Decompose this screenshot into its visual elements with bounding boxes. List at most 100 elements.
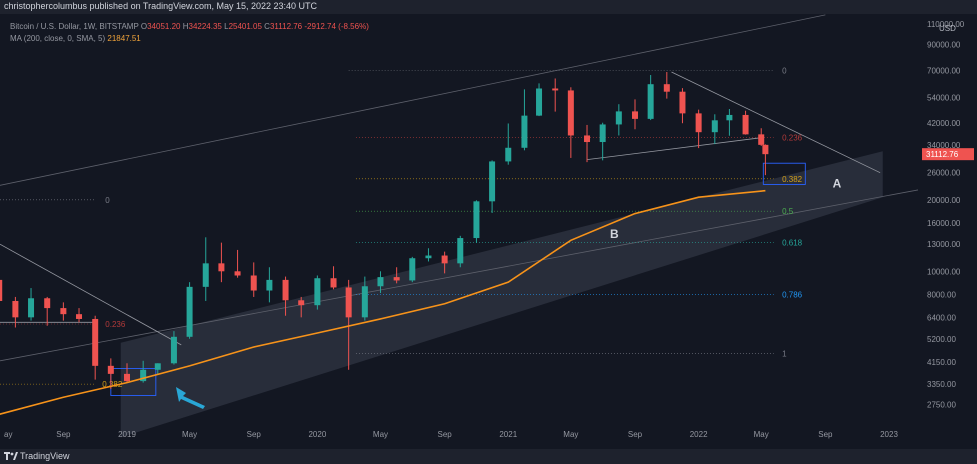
support-2021-trendline [586,137,762,161]
y-tick-label: 4150.00 [927,358,956,367]
x-tick-label: ay [4,430,12,439]
candle-body [521,115,528,148]
x-tick-label: Sep [56,430,71,439]
ma-value: 21847.51 [107,34,141,43]
upper-trendline [0,14,826,186]
candle-body [170,336,177,364]
high-value: 34224.35 [188,22,222,31]
candle-body [679,91,686,114]
candle-body [12,300,19,318]
x-tick-label: 2023 [880,430,898,439]
y-tick-label: 70000.00 [927,67,961,76]
lower-trendline [0,189,919,362]
candle-body [250,275,257,291]
footer-bar: TradingView [0,449,977,464]
x-tick-label: 2021 [499,430,517,439]
candle-body [298,300,305,306]
candle-body [186,286,193,337]
candle-body [124,373,130,382]
x-tick-label: May [373,430,388,439]
last-price-label: 31112.76 [926,150,959,159]
currency-label: USD [939,24,956,33]
candle-body [409,258,416,281]
candle-body [393,277,400,281]
fib-left-label: 0.236 [105,320,126,329]
annotation-a: A [833,177,842,191]
symbol-legend: Bitcoin / U.S. Dollar, 1W, BITSTAMP O340… [10,22,369,31]
candle-body [489,161,496,202]
symbol-name: Bitcoin / U.S. Dollar, 1W, BITSTAMP [10,22,139,31]
ma-legend: MA (200, close, 0, SMA, 5) 21847.51 [10,34,141,43]
y-tick-label: 8000.00 [927,290,956,299]
candle-body [282,279,289,301]
candle-body [28,298,35,318]
candle-body [632,111,638,119]
candle-body [584,135,591,143]
fib-left-label: 0 [105,196,110,205]
candle-body [711,120,718,133]
arrow-icon [176,387,205,409]
fib-right-label: 0.618 [782,239,803,248]
candle-body [695,113,702,133]
x-tick-label: Sep [438,430,453,439]
fib-right-label: 0 [782,67,787,76]
change-value: -2912.74 (-8.56%) [304,22,369,31]
y-tick-label: 5200.00 [927,335,956,344]
candle-body [330,278,337,288]
ma-label: MA (200, close, 0, SMA, 5) [10,34,106,43]
x-tick-label: 2020 [308,430,326,439]
candle-body [567,90,574,136]
candle-body [615,111,622,125]
candle-body [726,114,733,121]
x-tick-label: May [563,430,578,439]
y-tick-label: 26000.00 [927,169,961,178]
close-value: 31112.76 [269,22,303,31]
x-tick-label: Sep [818,430,833,439]
bear-2018-trendline [0,243,182,346]
y-tick-label: 54000.00 [927,93,961,102]
fib-right-label: 1 [782,350,787,359]
candle-body [552,88,559,91]
fib-left-label: 0.382 [102,380,123,389]
annotation-b: B [610,227,619,241]
x-tick-label: May [182,430,197,439]
candle-body [536,88,543,116]
y-tick-label: 6400.00 [927,313,956,322]
publish-text: christophercolumbus published on Trading… [4,1,318,11]
candle-body [218,263,225,272]
candle-body [599,124,606,143]
y-tick-label: 90000.00 [927,41,961,50]
fib-right-label: 0.786 [782,290,803,299]
y-tick-label: 34000.00 [927,141,961,150]
y-tick-label: 3350.00 [927,380,956,389]
x-tick-label: Sep [628,430,643,439]
bear-2022-trendline [671,71,881,174]
candle-body [60,308,67,315]
y-tick-label: 2750.00 [927,401,956,410]
candle-body [140,369,147,382]
candle-body [473,201,480,239]
y-tick-label: 110000.00 [927,20,965,29]
tradingview-logo-icon [4,452,18,460]
candle-body [762,144,769,155]
candle-body [742,114,749,135]
price-chart[interactable]: 0 0.236 0.382 0.5 0.618 0.786 1 0 0.236 0.382 A B 11… [0,0,977,449]
candle-body [647,84,654,119]
candle-body [44,298,51,309]
x-tick-label: 2022 [690,430,708,439]
candle-body [107,365,114,374]
candle-body [0,279,3,301]
candle-body [758,134,765,145]
candle-body [266,279,273,291]
highlight-box-2022 [762,162,806,185]
candle-body [457,238,464,264]
candle-body [345,287,352,318]
y-tick-label: 16000.00 [927,219,961,228]
candle-body [92,318,99,366]
fib-right-label: 0.5 [782,207,794,216]
fib-right-label: 0.382 [782,175,803,184]
candle-body [361,286,368,318]
last-price-tag [922,148,974,161]
candle-body [202,263,209,287]
candle-body [314,278,321,306]
